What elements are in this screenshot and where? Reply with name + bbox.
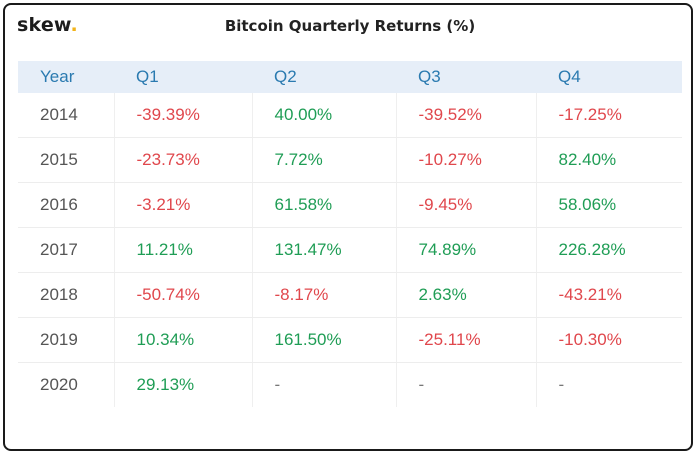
- return-cell: 40.00%: [252, 93, 397, 138]
- header-row: Year Q1 Q2 Q3 Q4: [18, 61, 682, 93]
- table-row: 2015 -23.73% 7.72% -10.27% 82.40%: [18, 137, 682, 183]
- column-header-year: Year: [18, 61, 114, 93]
- return-cell: 82.40%: [536, 137, 682, 183]
- return-cell: 2.63%: [396, 272, 537, 318]
- return-cell: 131.47%: [252, 227, 397, 273]
- logo-dot: .: [70, 14, 78, 36]
- returns-table: Year Q1 Q2 Q3 Q4 2014 -39.39% 40.00% -39…: [18, 61, 682, 407]
- column-header-q1: Q1: [114, 61, 252, 93]
- return-cell: -8.17%: [252, 272, 397, 318]
- table-row: 2020 29.13% - - -: [18, 362, 682, 407]
- table-row: 2016 -3.21% 61.58% -9.45% 58.06%: [18, 182, 682, 228]
- return-cell: 11.21%: [114, 227, 253, 273]
- return-cell: -3.21%: [114, 182, 253, 228]
- table-row: 2017 11.21% 131.47% 74.89% 226.28%: [18, 227, 682, 273]
- return-cell: 74.89%: [396, 227, 537, 273]
- return-cell: -: [558, 375, 565, 394]
- table-row: 2018 -50.74% -8.17% 2.63% -43.21%: [18, 272, 682, 318]
- return-cell: -9.45%: [396, 182, 537, 228]
- return-cell: 226.28%: [536, 227, 682, 273]
- year-cell: 2020: [18, 362, 115, 407]
- return-cell: -43.21%: [536, 272, 682, 318]
- return-cell: 61.58%: [252, 182, 397, 228]
- chart-title: Bitcoin Quarterly Returns (%): [224, 17, 476, 35]
- return-cell: 29.13%: [114, 362, 253, 407]
- return-cell: 161.50%: [252, 317, 397, 363]
- year-cell: 2019: [18, 317, 115, 363]
- skew-logo: skew.: [17, 14, 78, 36]
- year-cell: 2018: [18, 272, 115, 318]
- return-cell: -: [252, 362, 397, 407]
- return-cell: -39.39%: [114, 93, 253, 138]
- column-header-q4: Q4: [536, 61, 682, 93]
- year-cell: 2016: [18, 182, 115, 228]
- column-header-q3: Q3: [396, 61, 536, 93]
- return-cell: -10.30%: [536, 317, 682, 363]
- return-cell: 7.72%: [252, 137, 397, 183]
- column-header-q2: Q2: [252, 61, 396, 93]
- return-cell: 10.34%: [114, 317, 253, 363]
- table-row: 2014 -39.39% 40.00% -39.52% -17.25%: [18, 93, 682, 138]
- return-cell: -39.52%: [396, 93, 537, 138]
- return-cell: -: [396, 362, 537, 407]
- logo-text: skew: [17, 14, 71, 36]
- return-cell: -10.27%: [396, 137, 537, 183]
- year-cell: 2017: [18, 227, 115, 273]
- return-cell: -23.73%: [114, 137, 253, 183]
- return-cell: -50.74%: [114, 272, 253, 318]
- return-cell: 58.06%: [536, 182, 682, 228]
- return-cell: -25.11%: [396, 317, 537, 363]
- return-cell: -17.25%: [536, 93, 682, 138]
- year-cell: 2014: [18, 93, 115, 138]
- year-cell: 2015: [18, 137, 115, 183]
- table-row: 2019 10.34% 161.50% -25.11% -10.30%: [18, 317, 682, 363]
